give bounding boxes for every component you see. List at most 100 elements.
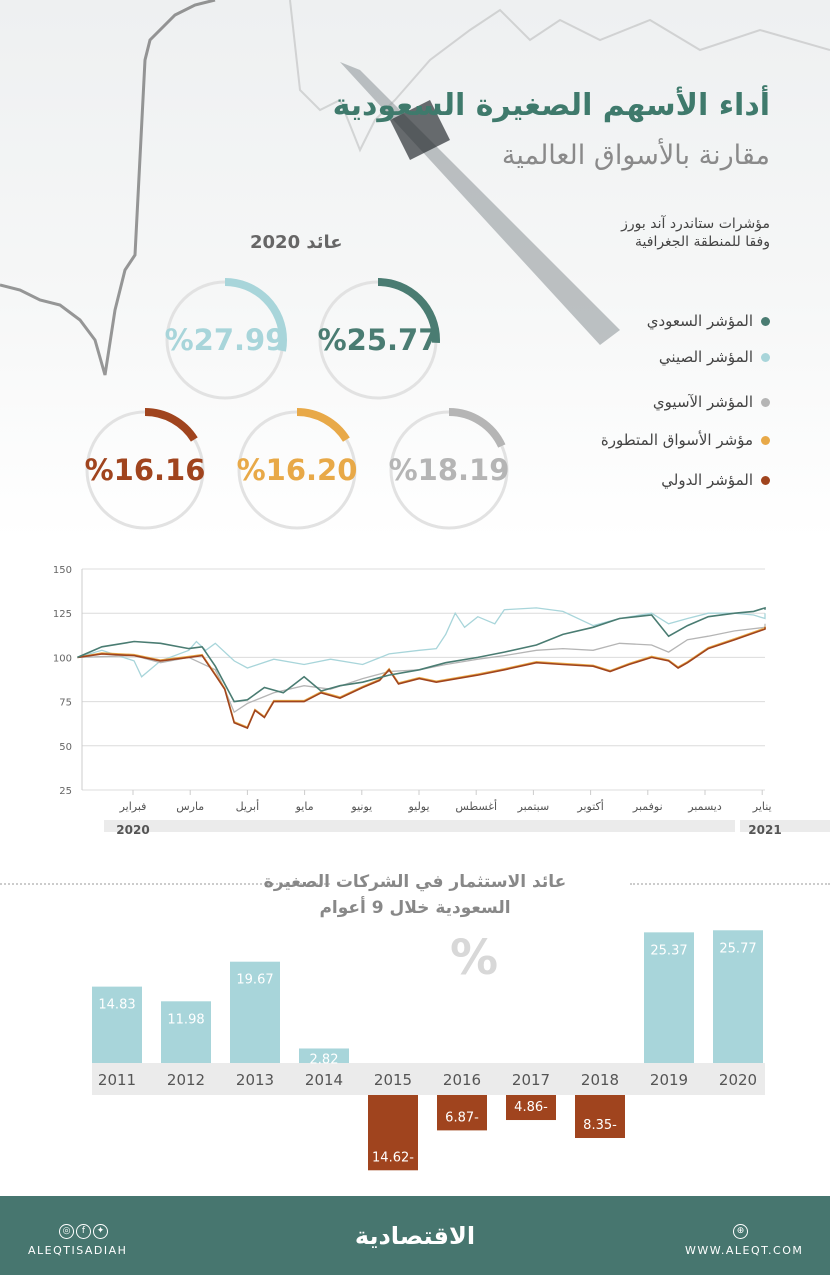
legend-item: مؤشر الأسواق المتطورة bbox=[601, 431, 770, 449]
source-note-line1: مؤشرات ستاندرد آند بورز bbox=[621, 216, 770, 232]
legend-dot-icon bbox=[761, 352, 770, 362]
bar-2013 bbox=[230, 961, 280, 1063]
category-label: 2018 bbox=[581, 1071, 619, 1089]
legend-label: المؤشر السعودي bbox=[646, 312, 753, 330]
social-icons: ◎ f ✦ bbox=[58, 1218, 109, 1239]
x-tick-label: فبراير bbox=[119, 800, 147, 813]
series-line-0 bbox=[77, 607, 766, 678]
legend-label: المؤشر الآسيوي bbox=[652, 393, 753, 411]
gauge-0: %25.77 bbox=[316, 278, 440, 402]
category-label: 2020 bbox=[719, 1071, 757, 1089]
gauge-arc bbox=[387, 408, 511, 532]
gauge-arc bbox=[83, 408, 207, 532]
gauge-2: %18.19 bbox=[387, 408, 511, 532]
bar-value-label: 8.35- bbox=[583, 1118, 617, 1133]
divider-right bbox=[630, 883, 830, 885]
bar-2012 bbox=[161, 1001, 211, 1063]
gauge-value: %25.77 bbox=[317, 323, 439, 357]
facebook-icon[interactable]: f bbox=[76, 1223, 91, 1239]
y-tick-label: 150 bbox=[53, 565, 72, 576]
x-tick-label: سبتمبر bbox=[517, 800, 550, 813]
page-subtitle: مقارنة بالأسواق العالمية bbox=[501, 140, 770, 171]
gauge-arc bbox=[316, 278, 440, 402]
divider-left bbox=[0, 883, 330, 885]
gauge-4: %16.16 bbox=[83, 408, 207, 532]
stock-line-decoration bbox=[0, 0, 830, 376]
year-band-2020 bbox=[104, 820, 735, 832]
bar-chart-title-line2: السعودية خلال 9 أعوام bbox=[319, 898, 511, 918]
bar-2018 bbox=[575, 1095, 625, 1139]
category-label: 2017 bbox=[512, 1071, 550, 1089]
x-tick-label: أبريل bbox=[236, 799, 260, 813]
page-title: أداء الأسهم الصغيرة السعودية bbox=[332, 88, 770, 123]
x-tick-label: أغسطس bbox=[455, 799, 497, 813]
gauge-value: %16.20 bbox=[236, 453, 358, 487]
bar-chart-title-line1: عائد الاستثمار في الشركات الصغيرة bbox=[263, 872, 567, 892]
category-label: 2011 bbox=[98, 1071, 136, 1089]
y-tick-label: 125 bbox=[53, 609, 72, 620]
bar-value-label: 2.82 bbox=[310, 1052, 339, 1067]
bar-value-label: 14.62- bbox=[372, 1150, 414, 1165]
legend-label: المؤشر الصيني bbox=[658, 348, 753, 366]
hero-background bbox=[0, 0, 830, 540]
series-line-4 bbox=[77, 606, 766, 703]
x-tick-label: ديسمبر bbox=[687, 800, 722, 813]
legend-dot-icon bbox=[761, 316, 770, 326]
legend-dot-icon bbox=[761, 435, 770, 445]
social-handle[interactable]: ALEQTISADIAH bbox=[28, 1244, 128, 1257]
category-label: 2012 bbox=[167, 1071, 205, 1089]
bar-value-label: 14.83 bbox=[98, 998, 135, 1013]
gauge-value: %16.16 bbox=[84, 453, 206, 487]
series-line-3 bbox=[77, 627, 766, 730]
category-band bbox=[92, 1063, 765, 1095]
bar-value-label: 6.87- bbox=[445, 1110, 479, 1125]
year-band-2021 bbox=[740, 820, 830, 832]
gauge-3: %16.20 bbox=[235, 408, 359, 532]
year-label: 2020 bbox=[116, 823, 149, 837]
y-tick-label: 50 bbox=[59, 742, 72, 753]
source-note-line2: وفقا للمنطقة الجغرافية bbox=[635, 234, 770, 250]
legend-dot-icon bbox=[761, 397, 770, 407]
x-tick-label: يناير bbox=[752, 800, 772, 813]
category-label: 2014 bbox=[305, 1071, 343, 1089]
gauge-arc bbox=[235, 408, 359, 532]
bar-value-label: 25.37 bbox=[650, 943, 687, 958]
legend-label: مؤشر الأسواق المتطورة bbox=[600, 431, 753, 449]
footer: ◎ f ✦ ALEQTISADIAH الاقتصادية ⊕ WWW.ALEQT.… bbox=[0, 1196, 830, 1275]
x-tick-label: نوفمبر bbox=[632, 800, 663, 813]
globe-icon[interactable]: ⊕ bbox=[733, 1223, 748, 1239]
line-chart: 150 125 100 75 50 25 فبراير مارس أبريل مايو يونيو ي… bbox=[53, 565, 830, 837]
x-tick-label: مايو bbox=[295, 800, 314, 813]
category-label: 2016 bbox=[443, 1071, 481, 1089]
legend-item: المؤشر الدولي bbox=[661, 471, 770, 489]
x-tick-label: أكتوبر bbox=[576, 799, 603, 813]
gauge-arc bbox=[163, 278, 287, 402]
y-tick-label: 25 bbox=[59, 786, 72, 797]
y-tick-label: 100 bbox=[53, 653, 72, 664]
legend-label: المؤشر الدولي bbox=[661, 471, 753, 489]
website-link[interactable]: WWW.ALEQT.COM bbox=[685, 1244, 804, 1257]
category-label: 2019 bbox=[650, 1071, 688, 1089]
year-label: 2021 bbox=[748, 823, 781, 837]
gauge-value: %27.99 bbox=[164, 323, 286, 357]
bar-2019 bbox=[644, 932, 694, 1063]
gauge-value: %18.19 bbox=[388, 453, 510, 487]
globe-icon-wrap: ⊕ bbox=[732, 1218, 749, 1239]
x-tick-label: مارس bbox=[176, 800, 204, 813]
twitter-icon[interactable]: ✦ bbox=[93, 1223, 108, 1239]
instagram-icon[interactable]: ◎ bbox=[59, 1223, 74, 1239]
bar-2015 bbox=[368, 1095, 418, 1171]
bar-2014 bbox=[299, 1048, 349, 1063]
bar-value-label: 25.77 bbox=[719, 941, 756, 956]
gauge-1: %27.99 bbox=[163, 278, 287, 402]
category-label: 2015 bbox=[374, 1071, 412, 1089]
category-label: 2013 bbox=[236, 1071, 274, 1089]
series-line-1 bbox=[77, 623, 766, 714]
y-tick-label: 75 bbox=[59, 698, 72, 709]
bar-2011 bbox=[92, 986, 142, 1063]
series-line-2 bbox=[77, 626, 766, 729]
bar-2020 bbox=[713, 930, 763, 1063]
legend-item: المؤشر الآسيوي bbox=[653, 393, 770, 411]
source-note: مؤشرات ستاندرد آند بورز وفقا للمنطقة الج… bbox=[621, 215, 770, 251]
bar-2016 bbox=[437, 1095, 487, 1131]
